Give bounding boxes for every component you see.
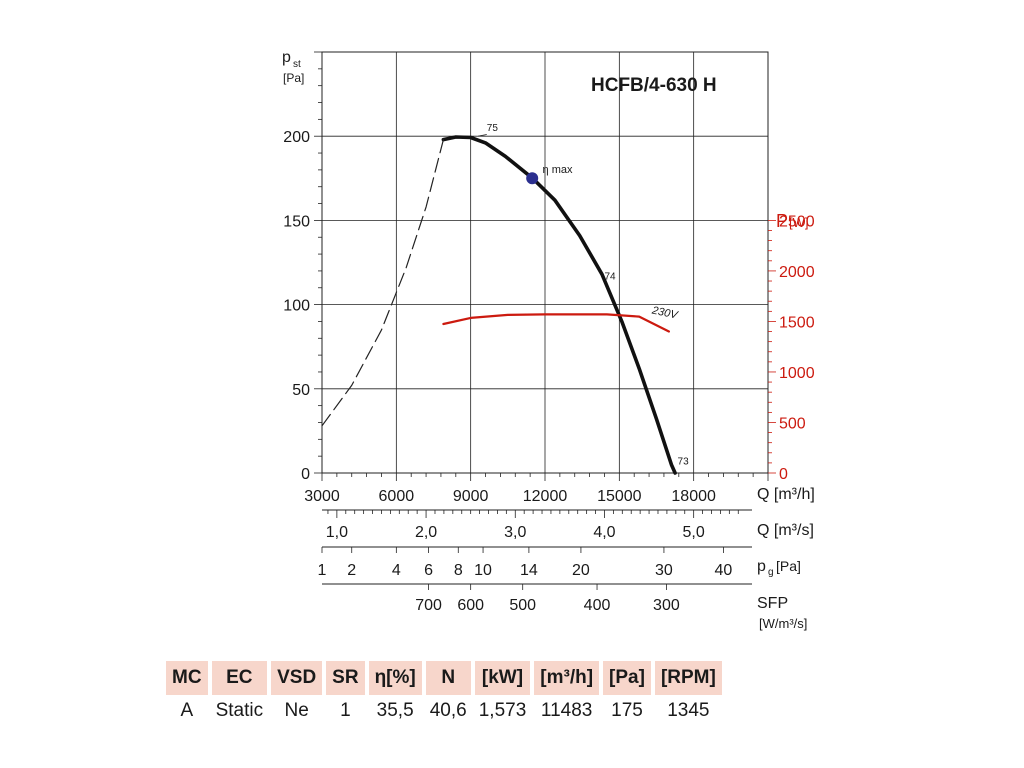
- y-left-axis-label: p: [282, 49, 291, 66]
- x-tick-label: 3000: [304, 488, 340, 505]
- annotation-75: 75: [487, 123, 499, 134]
- y-right-tick-label: 0: [779, 466, 788, 483]
- y-right-axis-label: P: [776, 211, 788, 231]
- secondary-tick-label-pressure-g: 8: [454, 562, 463, 579]
- secondary-tick-label-pressure-g: 1: [318, 562, 327, 579]
- spec-value-cell: 35,5: [376, 700, 414, 721]
- y-left-tick-label: 200: [283, 129, 310, 146]
- eta-max-marker: [526, 172, 539, 185]
- spec-header-cell: [RPM]: [654, 661, 722, 695]
- y-left-axis-unit: [Pa]: [283, 71, 304, 85]
- spec-header-cell: η[%]: [368, 661, 422, 695]
- secondary-tick-label-pressure-g: 10: [474, 562, 492, 579]
- y-right-axis-unit: [W]: [789, 215, 809, 230]
- x-tick-label: 6000: [379, 488, 415, 505]
- spec-value-cell: Ne: [284, 700, 309, 721]
- y-right-tick-label: 2000: [779, 264, 815, 281]
- secondary-tick-label-flow-m3s: 5,0: [683, 524, 705, 541]
- spec-value-cell: A: [180, 700, 194, 721]
- secondary-tick-label-sfp: 700: [415, 597, 442, 614]
- y-right-tick-label: 500: [779, 415, 806, 432]
- y-right-tick-label: 2500: [779, 213, 815, 230]
- spec-header-row: MC EC VSD SR η[%] N [kW] [m³/h] [Pa] [RPM]: [166, 661, 722, 695]
- pressure-g-axis-label: p: [757, 558, 766, 575]
- secondary-tick-label-sfp: 300: [653, 597, 680, 614]
- annotation-75-leader: [478, 134, 487, 137]
- y-left-tick-label: 150: [283, 213, 310, 230]
- y-left-tick-label: 100: [283, 298, 310, 315]
- spec-value-cell: 175: [611, 700, 643, 721]
- spec-header-cell: SR: [326, 661, 365, 695]
- spec-header-cell: [Pa]: [603, 661, 651, 695]
- spec-header-cell: [kW]: [474, 661, 531, 695]
- secondary-tick-label-sfp: 500: [509, 597, 536, 614]
- secondary-tick-label-sfp: 600: [457, 597, 484, 614]
- x-tick-label: 15000: [597, 488, 642, 505]
- x-tick-label: 18000: [671, 488, 716, 505]
- grid-layer: [322, 51, 768, 473]
- annotation-73: 73: [678, 457, 690, 468]
- spec-header-cell: MC: [166, 661, 208, 695]
- secondary-tick-label-flow-m3s: 1,0: [326, 524, 348, 541]
- sfp-axis-label: SFP: [757, 595, 788, 612]
- annotation-230V: 230V: [650, 304, 680, 322]
- y-right-tick-label: 1000: [779, 365, 815, 382]
- spec-header-cell: N: [425, 661, 471, 695]
- secondary-tick-label-pressure-g: 6: [424, 562, 433, 579]
- flow-m3s-axis-label: Q [m³/s]: [757, 522, 814, 539]
- spec-value-cell: 1345: [667, 700, 710, 721]
- chart-title: HCFB/4-630 H: [591, 75, 717, 96]
- spec-header-cell: [m³/h]: [534, 661, 600, 695]
- secondary-tick-label-flow-m3s: 4,0: [593, 524, 615, 541]
- spec-table: MC EC VSD SR η[%] N [kW] [m³/h] [Pa] [RPM] A Stati…: [162, 661, 726, 727]
- y-left-tick-label: 0: [301, 466, 310, 483]
- spec-value-cell: Static: [215, 700, 264, 721]
- pressure-g-axis-label-sub: g: [768, 567, 774, 578]
- secondary-tick-label-pressure-g: 4: [392, 562, 401, 579]
- secondary-tick-label-pressure-g: 40: [715, 562, 733, 579]
- y-left-axis-label-sub: st: [293, 59, 301, 70]
- spec-value-cell: 1,573: [478, 700, 527, 721]
- x-tick-label: 12000: [523, 488, 568, 505]
- secondary-tick-label-sfp: 400: [584, 597, 611, 614]
- x-tick-label: 9000: [453, 488, 489, 505]
- spec-value-cell: 40,6: [429, 700, 467, 721]
- spec-value-cell: 11483: [540, 700, 593, 721]
- secondary-tick-label-pressure-g: 30: [655, 562, 673, 579]
- axes-layer: [314, 51, 776, 590]
- y-right-tick-label: 1500: [779, 314, 815, 331]
- secondary-tick-label-flow-m3s: 2,0: [415, 524, 437, 541]
- sfp-axis-unit: [W/m³/s]: [759, 616, 807, 631]
- secondary-tick-label-pressure-g: 20: [572, 562, 590, 579]
- spec-header-cell: EC: [211, 661, 268, 695]
- y-left-tick-label: 50: [292, 382, 310, 399]
- annotation-74: 74: [604, 271, 616, 282]
- series-layer: [321, 134, 677, 475]
- secondary-tick-label-flow-m3s: 3,0: [504, 524, 526, 541]
- pressure-g-axis-unit: [Pa]: [776, 558, 801, 574]
- series-pressure-curve: [441, 135, 677, 475]
- secondary-tick-label-pressure-g: 2: [347, 562, 356, 579]
- secondary-tick-label-pressure-g: 14: [520, 562, 538, 579]
- x-axis-label: Q [m³/h]: [757, 486, 815, 503]
- spec-value-cell: 1: [340, 700, 351, 721]
- spec-value-row: A Static Ne 1 35,5 40,6 1,573 11483 175 1345: [166, 695, 722, 727]
- annotation-max: η max: [543, 164, 573, 176]
- series-230V: [442, 313, 670, 333]
- spec-header-cell: VSD: [271, 661, 323, 695]
- series-pressure-curve-unstable: [321, 139, 444, 427]
